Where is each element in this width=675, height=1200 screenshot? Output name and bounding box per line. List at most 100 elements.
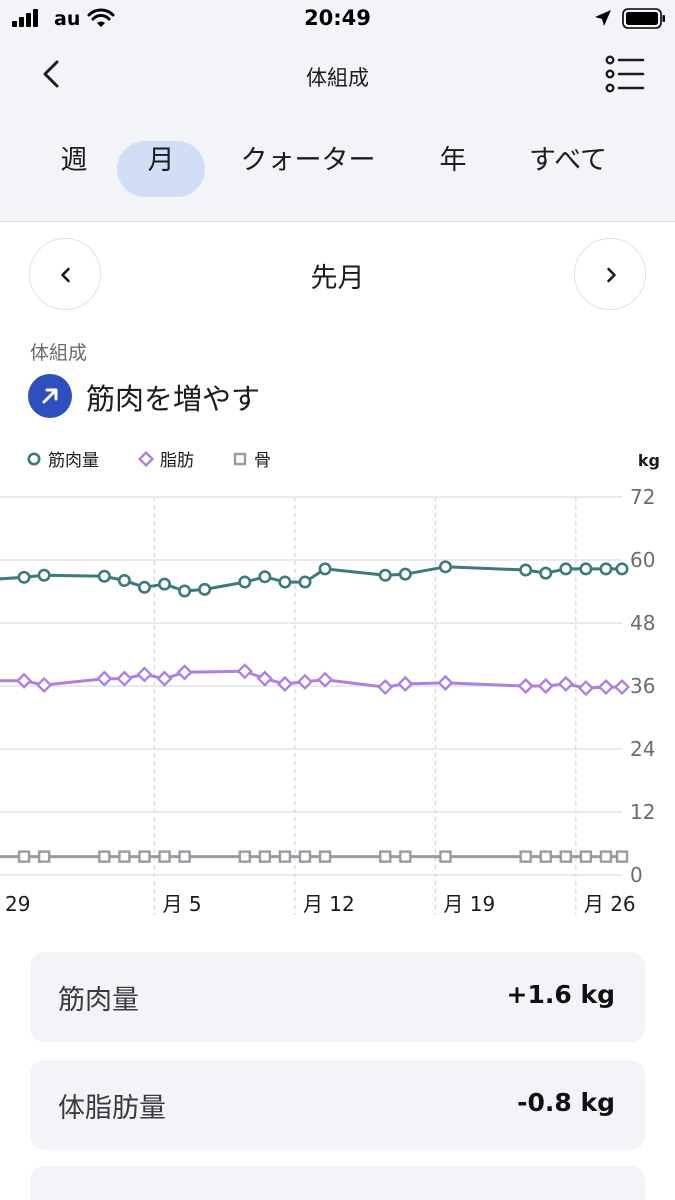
x-tick-label: 29 (5, 892, 30, 916)
data-point (258, 850, 272, 863)
wifi-icon (87, 8, 115, 27)
status-bar: au 20:49 (0, 0, 675, 38)
data-point (176, 664, 193, 681)
page-title: 体組成 (306, 66, 369, 90)
data-point (97, 569, 111, 583)
data-point (519, 850, 532, 863)
chevron-right-icon (607, 267, 616, 283)
x-tick-label: 月 12 (303, 892, 355, 916)
tab-quarter[interactable]: クォーター (240, 145, 376, 176)
data-point (559, 562, 573, 576)
legend-marker (27, 452, 41, 466)
x-tick-label: 月 26 (584, 892, 636, 916)
data-point (577, 680, 594, 697)
period-tabs: 週 月 クォーター 年 すべて (0, 130, 675, 197)
data-point (559, 850, 573, 863)
legend-label: 筋肉量 (48, 451, 99, 471)
data-point (96, 670, 113, 687)
data-point (398, 567, 412, 581)
data-point (318, 850, 332, 863)
data-point (37, 568, 51, 582)
data-point (117, 573, 131, 587)
data-point (258, 570, 272, 584)
data-point (557, 675, 574, 692)
tab-all[interactable]: すべて (528, 145, 608, 176)
data-point (599, 562, 613, 576)
stat-label: 骨量 (58, 1192, 112, 1200)
tab-year[interactable]: 年 (439, 145, 467, 176)
legend-label: 骨 (254, 451, 271, 471)
data-point (316, 671, 334, 688)
chart-canvas: 筋肉量 脂肪 骨 kg 0 12 24 36 48 60 72 29 月 5 月 12 月 19 月 26 (0, 450, 660, 916)
data-point (276, 675, 294, 692)
stat-value: -0.8 kg (517, 1088, 615, 1117)
data-point (17, 850, 31, 863)
data-point (36, 676, 53, 694)
data-point (539, 566, 553, 580)
data-point (379, 850, 392, 863)
carrier-label: au (54, 8, 81, 30)
series-line (0, 669, 622, 690)
y-tick-label: 24 (630, 737, 655, 761)
stat-value: +1.6 kg (506, 980, 615, 1009)
x-tick-label: 月 19 (443, 892, 495, 916)
data-point (378, 568, 392, 582)
tab-week[interactable]: 週 (60, 145, 88, 176)
body-composition-chart: 筋肉量 脂肪 骨 kg 0 12 24 36 48 60 72 29 月 5 月 12 月 19 月 26 (0, 440, 675, 930)
data-point (138, 850, 151, 863)
tab-month[interactable]: 月 (117, 141, 205, 197)
data-point (517, 677, 534, 695)
data-point (158, 577, 172, 591)
data-point (158, 850, 171, 863)
goal-text: 筋肉を増やす (86, 382, 261, 416)
data-point (278, 575, 292, 589)
data-point (17, 570, 31, 584)
stat-card-fat[interactable]: 体脂肪量 -0.8 kg (30, 1060, 645, 1150)
period-label: 先月 (310, 263, 365, 294)
header-area: au 20:49 体組成 週 月 クォーター 年 すべて (0, 0, 675, 222)
data-point (136, 666, 153, 683)
data-point (156, 670, 173, 687)
data-point (519, 563, 533, 577)
data-point (613, 678, 631, 696)
data-point (537, 677, 554, 695)
data-point (236, 663, 253, 680)
back-chevron-icon[interactable] (30, 52, 74, 96)
y-tick-label: 0 (630, 863, 643, 887)
battery-icon (622, 8, 665, 29)
y-tick-label: 72 (630, 485, 655, 509)
location-arrow-icon (595, 10, 611, 26)
section-label: 体組成 (30, 342, 88, 364)
data-point (238, 850, 251, 863)
data-point (198, 582, 212, 596)
data-point (615, 850, 629, 863)
previous-period-button[interactable] (29, 238, 101, 310)
data-point (599, 850, 613, 863)
data-point (278, 850, 292, 863)
legend-label: 脂肪 (160, 451, 194, 471)
data-point (118, 850, 131, 863)
data-point (178, 850, 191, 863)
data-point (296, 673, 314, 690)
data-point (318, 562, 332, 576)
data-point (579, 850, 593, 863)
list-icon[interactable] (600, 52, 648, 96)
data-point (437, 674, 454, 691)
x-tick-label: 月 5 (162, 892, 201, 916)
data-point (298, 850, 312, 863)
data-point (15, 672, 33, 689)
stat-card-bone[interactable]: 骨量 (30, 1166, 645, 1200)
y-tick-label: 48 (630, 611, 655, 635)
data-point (116, 670, 133, 687)
stat-card-muscle[interactable]: 筋肉量 +1.6 kg (30, 952, 645, 1042)
legend-marker (137, 450, 155, 468)
arrow-up-right-icon (28, 374, 72, 418)
data-point (439, 850, 452, 863)
data-point (178, 584, 192, 598)
data-point (615, 562, 629, 576)
chevron-left-icon (61, 267, 70, 283)
next-period-button[interactable] (574, 238, 646, 310)
data-point (377, 678, 394, 696)
data-point (399, 850, 412, 863)
data-point (539, 850, 552, 863)
